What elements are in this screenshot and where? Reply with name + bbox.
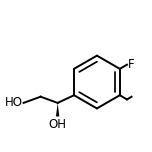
Polygon shape	[56, 103, 59, 116]
Text: OH: OH	[49, 118, 67, 131]
Text: F: F	[128, 58, 134, 71]
Text: HO: HO	[4, 96, 22, 109]
